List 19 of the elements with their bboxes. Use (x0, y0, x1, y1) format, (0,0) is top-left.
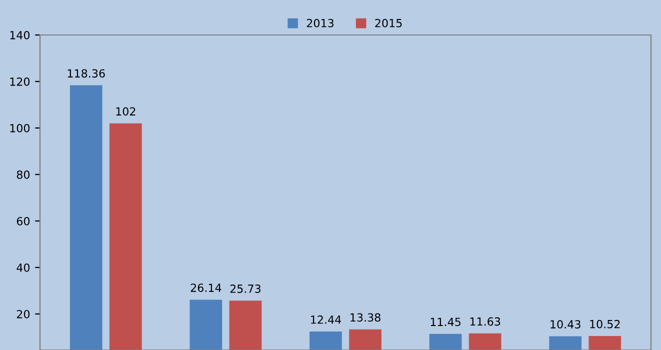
data-label: 118.36 (68, 69, 105, 78)
y-tick-label: 80 (16, 170, 30, 179)
data-label: 12.44 (311, 315, 342, 324)
data-label: 10.52 (590, 320, 620, 328)
y-tick-label: 100 (10, 124, 30, 132)
y-tick-label: 60 (16, 216, 30, 226)
y-tick-label: 40 (16, 263, 30, 272)
y-tick-label: 140 (10, 30, 30, 40)
legend-label: 2015 (375, 18, 402, 28)
legend-label: 2013 (306, 18, 334, 28)
data-label: 13.38 (350, 313, 380, 322)
data-label: 26.14 (190, 284, 222, 292)
data-label: 11.45 (430, 318, 460, 326)
y-tick-label: 20 (16, 310, 30, 318)
data-label: 102 (116, 107, 136, 116)
data-label: 25.73 (230, 284, 260, 293)
data-label: 10.43 (550, 320, 580, 329)
data-label: 11.63 (470, 317, 500, 326)
y-tick-label: 120 (10, 77, 30, 86)
